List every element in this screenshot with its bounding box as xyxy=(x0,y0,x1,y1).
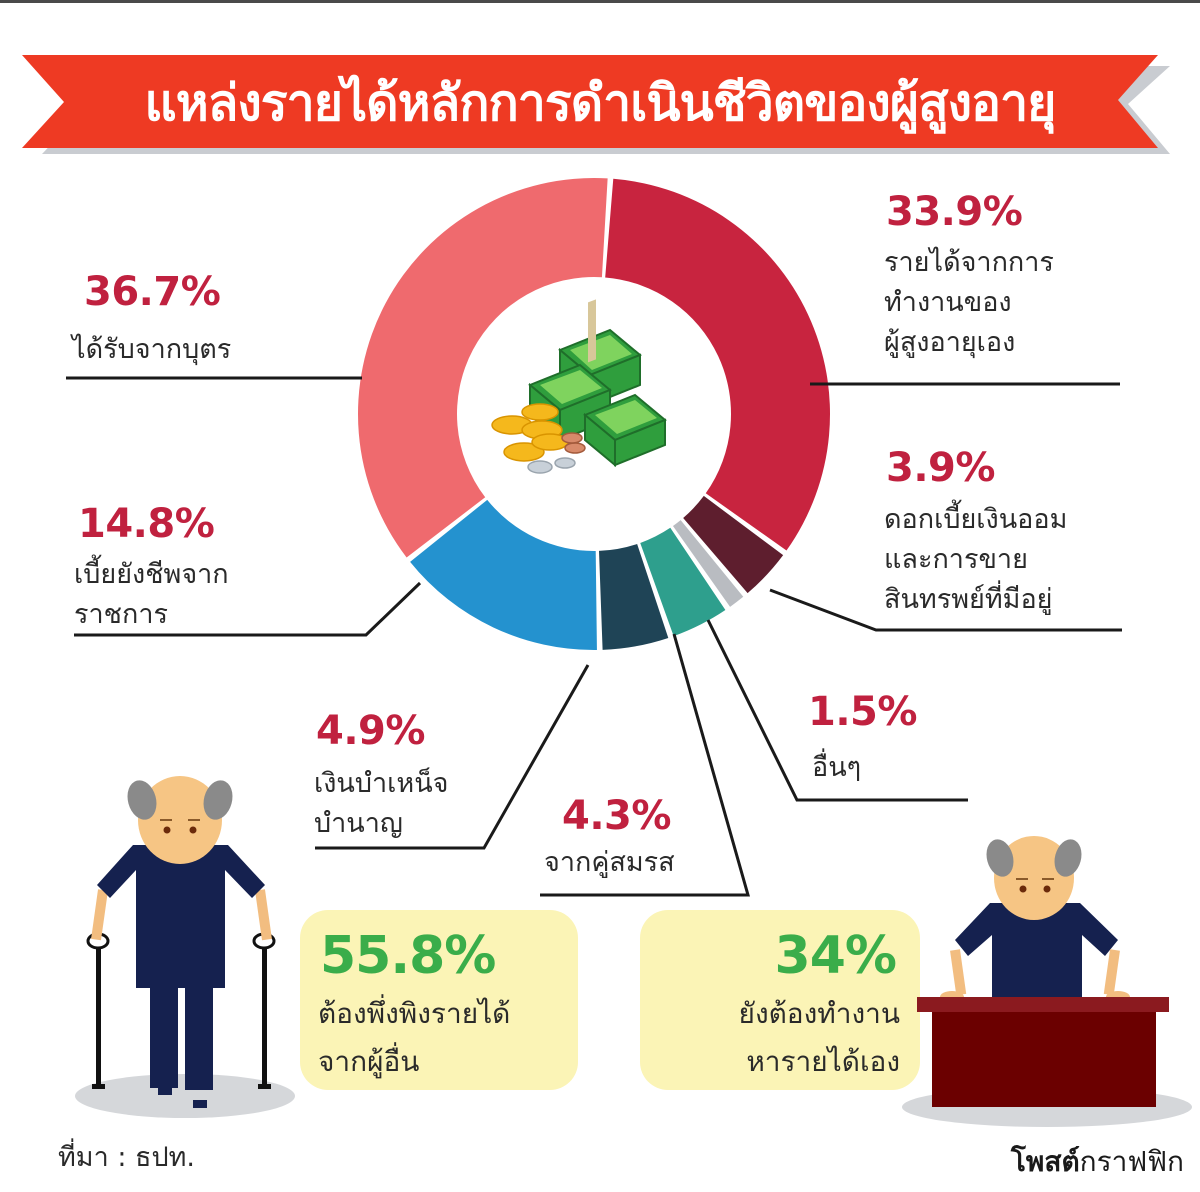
donut-slice xyxy=(605,178,830,551)
donut-slice xyxy=(683,495,784,594)
leader-spouse xyxy=(540,633,750,897)
source-credit: ที่มา : ธปท. xyxy=(58,1142,196,1173)
leader-other xyxy=(706,619,968,802)
top-border xyxy=(0,0,1200,3)
donut-slice xyxy=(410,499,597,650)
brand-credit: โพสต์กราฟฟิก xyxy=(1011,1140,1184,1184)
pct-other: 1.5% xyxy=(808,689,917,735)
pct-work: 33.9% xyxy=(886,189,1023,235)
pct-interest: 3.9% xyxy=(886,445,995,491)
desc-children: ได้รับจากบุตร xyxy=(72,334,232,365)
title-banner xyxy=(22,55,1170,154)
money-stack-icon xyxy=(491,299,667,474)
desc-work: รายได้จากการ ทำงานของ ผู้สูงอายุเอง xyxy=(884,247,1054,358)
callout-working-desc: ยังต้องทำงาน หารายได้เอง xyxy=(738,997,900,1078)
donut-slice xyxy=(640,527,726,637)
desc-pension: เงินบำเหน็จ บำนาญ xyxy=(314,768,449,839)
page-title: แหล่งรายได้หลักการดำเนินชีวิตของผู้สูงอา… xyxy=(144,73,1057,132)
donut-slice xyxy=(672,520,744,607)
pct-pension: 4.9% xyxy=(316,708,425,754)
pct-spouse: 4.3% xyxy=(562,793,671,839)
brand-bold: โพสต์ xyxy=(1010,1145,1080,1178)
callout-dependent-desc: ต้องพึ่งพิงรายได้ จากผู้อื่น xyxy=(318,997,511,1078)
leader-pension xyxy=(315,664,590,850)
donut-slice xyxy=(358,178,608,558)
pct-allowance: 14.8% xyxy=(78,501,215,547)
callout-dependent-pct: 55.8% xyxy=(320,926,496,986)
desc-spouse: จากคู่สมรส xyxy=(544,847,675,878)
donut-slice xyxy=(598,544,669,650)
brand-rest: กราฟฟิก xyxy=(1079,1145,1184,1178)
desc-other: อื่นๆ xyxy=(812,752,862,783)
pct-children: 36.7% xyxy=(84,269,221,315)
leader-interest xyxy=(769,588,1122,632)
callout-working: 34% ยังต้องทำงาน หารายได้เอง xyxy=(640,910,920,1090)
leader-allowance xyxy=(74,581,422,637)
desc-allowance: เบี้ยยังชีพจาก ราชการ xyxy=(74,559,229,630)
callout-working-pct: 34% xyxy=(774,926,897,986)
callout-dependent: 55.8% ต้องพึ่งพิงรายได้ จากผู้อื่น xyxy=(300,910,578,1090)
desc-interest: ดอกเบี้ยเงินออม และการขาย สินทรพย์ที่มีอ… xyxy=(884,504,1068,615)
